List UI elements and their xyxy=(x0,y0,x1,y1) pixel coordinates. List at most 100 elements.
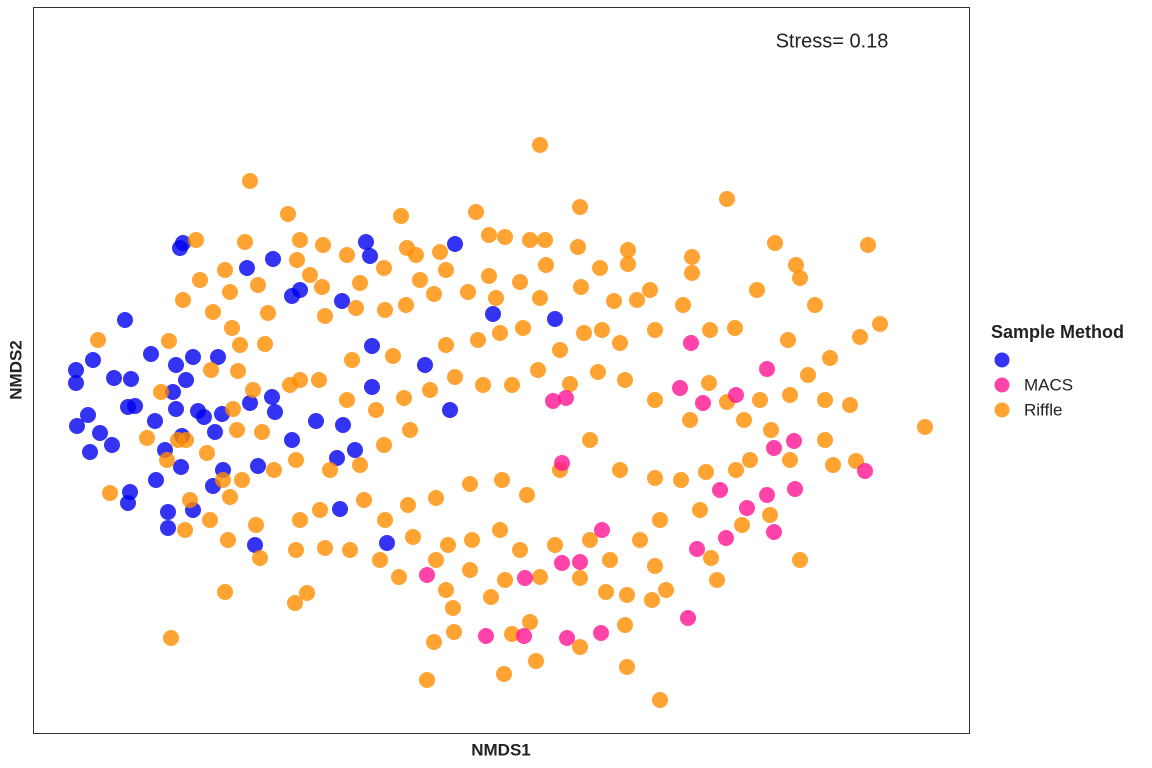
scatter-point xyxy=(619,659,635,675)
scatter-point xyxy=(280,206,296,222)
legend-label: MACS xyxy=(1024,375,1073,394)
scatter-point xyxy=(239,260,255,276)
scatter-point xyxy=(590,364,606,380)
scatter-point xyxy=(292,512,308,528)
scatter-point xyxy=(299,585,315,601)
scatter-point xyxy=(519,487,535,503)
scatter-point xyxy=(857,463,873,479)
scatter-point xyxy=(606,293,622,309)
scatter-point xyxy=(537,232,553,248)
scatter-point xyxy=(792,552,808,568)
scatter-point xyxy=(496,666,512,682)
scatter-point xyxy=(160,504,176,520)
scatter-point xyxy=(440,537,456,553)
scatter-point xyxy=(576,325,592,341)
scatter-point xyxy=(104,437,120,453)
scatter-point xyxy=(196,409,212,425)
scatter-point xyxy=(188,232,204,248)
scatter-point xyxy=(528,653,544,669)
scatter-point xyxy=(647,322,663,338)
scatter-point xyxy=(106,370,122,386)
scatter-point xyxy=(80,407,96,423)
scatter-point xyxy=(344,352,360,368)
scatter-point xyxy=(497,229,513,245)
scatter-point xyxy=(237,234,253,250)
scatter-point xyxy=(675,297,691,313)
scatter-point xyxy=(182,492,198,508)
scatter-point xyxy=(312,502,328,518)
scatter-point xyxy=(538,257,554,273)
scatter-point xyxy=(582,532,598,548)
scatter-point xyxy=(504,626,520,642)
scatter-point xyxy=(242,395,258,411)
scatter-point xyxy=(252,550,268,566)
scatter-point xyxy=(492,522,508,538)
scatter-point xyxy=(266,462,282,478)
scatter-point xyxy=(412,272,428,288)
scatter-point xyxy=(334,293,350,309)
scatter-point xyxy=(478,628,494,644)
scatter-point xyxy=(192,272,208,288)
scatter-point xyxy=(348,300,364,316)
scatter-point xyxy=(692,502,708,518)
scatter-point xyxy=(695,395,711,411)
scatter-point xyxy=(90,332,106,348)
scatter-point xyxy=(822,350,838,366)
scatter-point xyxy=(438,337,454,353)
scatter-point xyxy=(438,262,454,278)
scatter-point xyxy=(522,232,538,248)
scatter-point xyxy=(562,376,578,392)
scatter-point xyxy=(234,472,250,488)
scatter-point xyxy=(684,249,700,265)
scatter-point xyxy=(102,485,118,501)
y-axis-label: NMDS2 xyxy=(6,340,25,400)
scatter-point xyxy=(417,357,433,373)
x-axis-label: NMDS1 xyxy=(471,740,531,759)
scatter-point xyxy=(788,257,804,273)
scatter-point xyxy=(178,372,194,388)
scatter-point xyxy=(462,562,478,578)
scatter-point xyxy=(250,458,266,474)
scatter-point xyxy=(739,500,755,516)
scatter-point xyxy=(229,422,245,438)
scatter-point xyxy=(175,292,191,308)
scatter-point xyxy=(652,692,668,708)
scatter-point xyxy=(460,284,476,300)
legend: Sample Method MACS Riffle xyxy=(991,322,1124,420)
scatter-point xyxy=(368,402,384,418)
scatter-point xyxy=(432,244,448,260)
scatter-point xyxy=(701,375,717,391)
scatter-point xyxy=(727,320,743,336)
scatter-point xyxy=(680,610,696,626)
scatter-point xyxy=(335,417,351,433)
scatter-point xyxy=(339,392,355,408)
scatter-point xyxy=(222,284,238,300)
scatter-point xyxy=(767,235,783,251)
scatter-point xyxy=(289,252,305,268)
scatter-point xyxy=(742,452,758,468)
scatter-point xyxy=(759,361,775,377)
scatter-point xyxy=(311,372,327,388)
scatter-point xyxy=(598,584,614,600)
scatter-point xyxy=(573,279,589,295)
scatter-point xyxy=(817,392,833,408)
scatter-point xyxy=(248,517,264,533)
scatter-point xyxy=(408,247,424,263)
scatter-point xyxy=(481,268,497,284)
scatter-point xyxy=(807,297,823,313)
scatter-point xyxy=(377,512,393,528)
scatter-point xyxy=(530,362,546,378)
scatter-point xyxy=(347,442,363,458)
scatter-point xyxy=(594,522,610,538)
scatter-point xyxy=(376,260,392,276)
scatter-point xyxy=(419,567,435,583)
scatter-point xyxy=(516,628,532,644)
scatter-point xyxy=(260,305,276,321)
scatter-point xyxy=(385,348,401,364)
scatter-point xyxy=(642,282,658,298)
scatter-point xyxy=(170,432,186,448)
scatter-point xyxy=(612,462,628,478)
scatter-point xyxy=(488,290,504,306)
scatter-point xyxy=(292,372,308,388)
scatter-point xyxy=(120,399,136,415)
